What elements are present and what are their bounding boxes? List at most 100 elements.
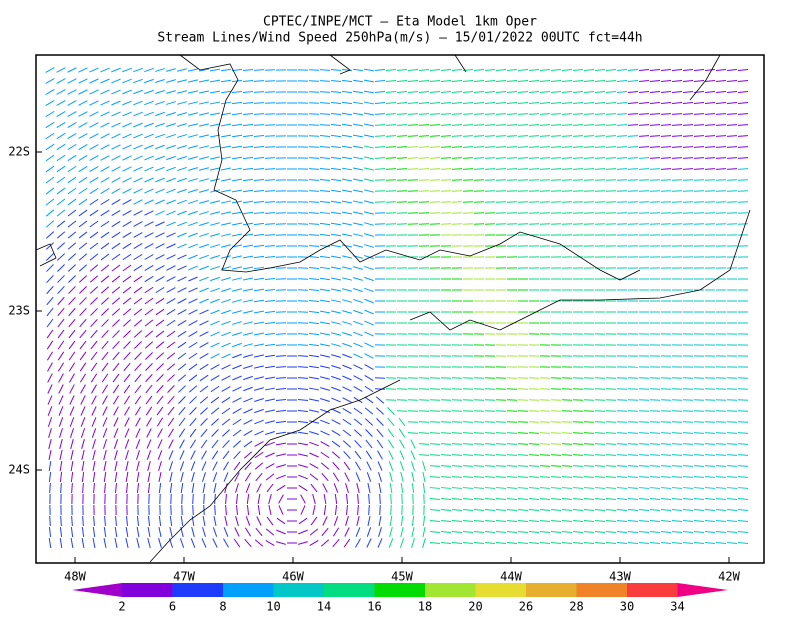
streamline <box>111 111 121 117</box>
streamline <box>649 410 661 412</box>
streamline <box>495 530 507 534</box>
streamline <box>726 476 738 478</box>
streamline <box>385 168 397 170</box>
streamline <box>660 509 672 511</box>
streamline <box>100 198 110 206</box>
streamline <box>364 156 374 160</box>
streamline <box>506 68 518 72</box>
streamline <box>660 476 672 478</box>
streamline <box>704 454 716 456</box>
streamline <box>188 145 198 149</box>
streamline <box>145 373 153 383</box>
streamline <box>726 124 738 126</box>
streamline <box>366 527 372 537</box>
streamline <box>726 190 738 192</box>
streamline <box>122 199 132 205</box>
streamline <box>341 200 353 204</box>
streamline <box>114 471 118 483</box>
streamline <box>45 165 55 173</box>
streamline <box>473 113 485 115</box>
streamline <box>660 124 672 126</box>
streamline <box>177 166 187 172</box>
streamline <box>188 331 198 337</box>
streamline <box>177 363 187 371</box>
streamline <box>155 254 165 260</box>
streamline <box>275 409 287 413</box>
streamline <box>46 351 54 361</box>
streamline <box>155 100 165 106</box>
streamline <box>125 482 129 494</box>
streamline <box>440 102 452 104</box>
streamline <box>429 432 441 434</box>
streamline <box>616 465 628 467</box>
streamline <box>199 211 209 215</box>
streamline <box>495 168 507 170</box>
streamline <box>319 222 331 226</box>
streamline <box>517 454 529 456</box>
map-frame <box>35 54 765 564</box>
streamline <box>221 418 231 426</box>
streamline <box>374 135 386 137</box>
streamline <box>462 498 474 500</box>
streamline <box>147 461 151 471</box>
streamline <box>342 255 352 259</box>
streamline <box>56 100 66 106</box>
streamline <box>188 341 198 349</box>
streamline <box>276 464 286 468</box>
streamline <box>473 157 485 159</box>
streamline <box>210 320 220 326</box>
streamline <box>147 526 151 538</box>
streamline <box>396 168 408 170</box>
streamline <box>528 91 540 93</box>
streamline <box>188 79 198 83</box>
streamline <box>440 410 452 412</box>
streamline <box>123 330 131 338</box>
streamline <box>671 476 683 478</box>
streamline <box>364 342 374 348</box>
streamline <box>232 299 242 303</box>
streamline <box>506 102 518 104</box>
streamline <box>341 145 353 149</box>
streamline <box>539 541 551 545</box>
streamline <box>704 487 716 489</box>
streamline <box>232 342 242 348</box>
streamline <box>112 330 120 338</box>
streamline <box>451 432 463 434</box>
streamline <box>473 124 485 126</box>
streamline <box>638 135 650 137</box>
streamline <box>265 452 275 458</box>
streamline <box>737 80 749 82</box>
streamline <box>398 428 406 438</box>
streamline <box>418 113 430 115</box>
streamline <box>737 68 749 72</box>
streamline <box>111 308 121 316</box>
streamline <box>264 234 276 236</box>
streamline <box>462 541 474 545</box>
streamline <box>495 432 507 434</box>
streamline <box>166 254 176 260</box>
streamline <box>113 417 119 427</box>
streamline <box>89 100 99 106</box>
streamline <box>177 68 187 72</box>
streamline <box>155 144 165 150</box>
streamline <box>364 407 374 415</box>
streamline <box>506 443 518 445</box>
streamline <box>103 471 107 483</box>
streamline <box>89 176 99 184</box>
streamline <box>220 68 232 72</box>
streamline <box>210 418 220 426</box>
streamline <box>242 79 254 83</box>
streamline <box>112 351 120 361</box>
streamline <box>737 530 749 534</box>
streamline <box>627 432 639 434</box>
streamline <box>89 166 99 172</box>
streamline <box>57 318 65 328</box>
streamline <box>364 167 374 171</box>
streamline <box>90 308 98 316</box>
streamline <box>627 509 639 511</box>
streamline <box>528 179 540 181</box>
streamline <box>462 179 474 181</box>
streamline <box>246 493 250 505</box>
streamline <box>133 286 143 294</box>
streamline <box>594 168 606 170</box>
